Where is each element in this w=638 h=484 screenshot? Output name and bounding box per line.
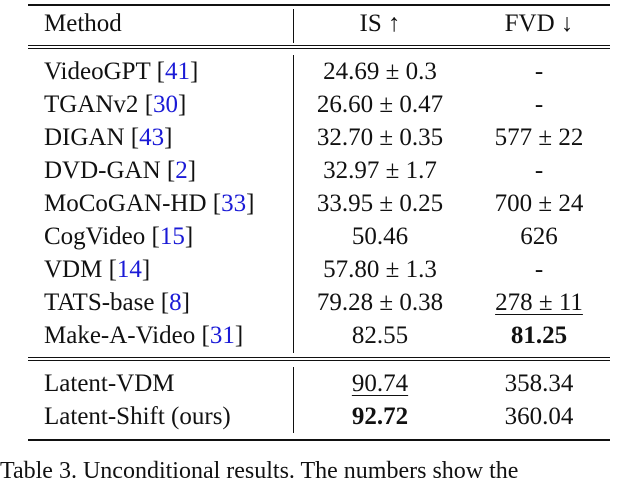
header-rule-2 [28, 48, 610, 49]
method-name: DIGAN [44, 124, 125, 151]
group-rule-2 [28, 360, 610, 361]
group2-separator [293, 367, 294, 433]
method-name: VideoGPT [44, 58, 151, 85]
method-name: Make-A-Video [44, 322, 196, 349]
table-row-fvd: - [534, 256, 544, 283]
table-row-fvd: 700 ± 24 [494, 190, 584, 217]
table-row-method: VideoGPT [41] [44, 58, 199, 85]
citation-link[interactable]: 14 [116, 256, 142, 283]
table-row-is: 26.60 ± 0.47 [316, 91, 444, 118]
table-row-fvd: - [534, 157, 544, 184]
table-row-method: MoCoGAN-HD [33] [44, 190, 255, 217]
method-name: CogVideo [44, 223, 146, 250]
citation-link[interactable]: 8 [169, 289, 182, 316]
header-fvd: FVD ↓ [504, 10, 574, 37]
table-row-fvd: 626 [520, 223, 558, 250]
table-row-is: 90.74 [300, 368, 460, 400]
citation-link[interactable]: 2 [175, 157, 188, 184]
table-row-method: VDM [14] [44, 256, 151, 283]
table-row-is: 82.55 [351, 322, 409, 349]
table-row-is: 24.69 ± 0.3 [323, 58, 437, 85]
best-value: 92.72 [351, 403, 409, 430]
table-row-method: TGANv2 [30] [44, 91, 187, 118]
table-row-is: 50.46 [351, 223, 409, 250]
table-row-is: 79.28 ± 0.38 [316, 289, 444, 316]
best-value: 81.25 [510, 322, 568, 349]
method-name: TGANv2 [44, 91, 139, 118]
header-rule [28, 45, 610, 46]
table-row-is: 32.70 ± 0.35 [316, 124, 444, 151]
top-rule [28, 4, 610, 6]
table-row-fvd: 278 ± 11 [468, 287, 610, 319]
citation-link[interactable]: 31 [209, 322, 235, 349]
citation-link[interactable]: 33 [221, 190, 247, 217]
citation-link[interactable]: 41 [164, 58, 190, 85]
citation-link[interactable]: 43 [139, 124, 165, 151]
second-best-value: 278 ± 11 [495, 289, 583, 316]
group1-separator [293, 55, 294, 353]
table-row-fvd: 81.25 [468, 320, 610, 352]
table-row-is: 32.97 ± 1.7 [323, 157, 437, 184]
table-row-method: Latent-Shift (ours) [44, 403, 231, 430]
header-is: IS ↑ [359, 10, 401, 37]
table-row-fvd: 577 ± 22 [494, 124, 584, 151]
table-row-method: CogVideo [15] [44, 223, 194, 250]
method-name: VDM [44, 256, 103, 283]
table-row-is: 92.72 [300, 401, 460, 433]
table-row-fvd: 360.04 [504, 403, 574, 430]
citation-link[interactable]: 30 [153, 91, 179, 118]
table-row-method: Latent-VDM [44, 370, 175, 397]
group-rule [28, 357, 610, 358]
table-row-fvd: - [534, 91, 544, 118]
table-row-fvd: - [534, 58, 544, 85]
table-row-method: DVD-GAN [2] [44, 157, 197, 184]
method-name: TATS-base [44, 289, 155, 316]
table-row-is: 57.80 ± 1.3 [323, 256, 437, 283]
header-method: Method [44, 10, 122, 37]
table-row-method: TATS-base [8] [44, 289, 190, 316]
second-best-value: 90.74 [351, 370, 409, 397]
bottom-rule [28, 439, 610, 441]
table-row-fvd: 358.34 [504, 370, 574, 397]
table-caption: Table 3. Unconditional results. The numb… [0, 458, 519, 484]
citation-link[interactable]: 15 [159, 223, 185, 250]
header-separator [293, 9, 294, 43]
method-name: MoCoGAN-HD [44, 190, 207, 217]
table-row-method: DIGAN [43] [44, 124, 173, 151]
table-row-method: Make-A-Video [31] [44, 322, 244, 349]
method-name: DVD-GAN [44, 157, 161, 184]
table-row-is: 33.95 ± 0.25 [316, 190, 444, 217]
